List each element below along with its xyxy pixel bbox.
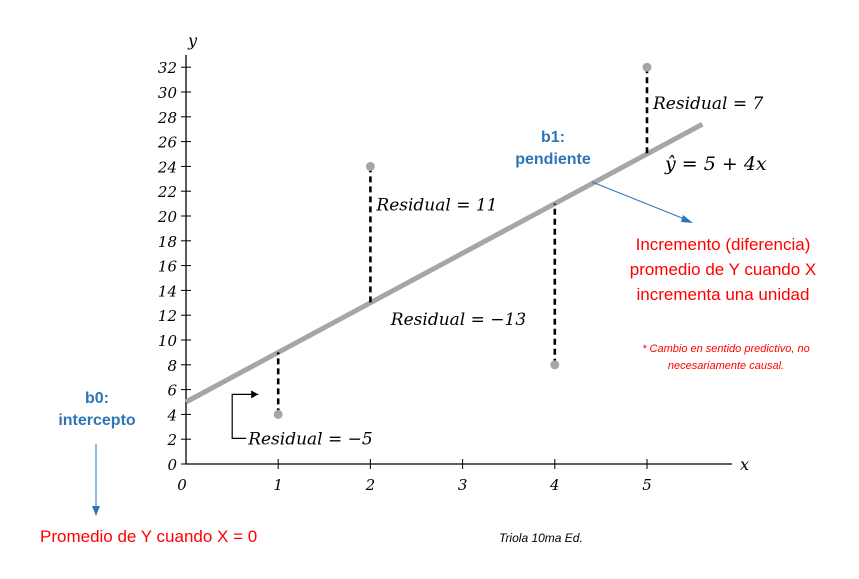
data-point [365, 161, 375, 171]
y-tick-label: 12 [158, 307, 177, 325]
residual-label: Residual = 7 [652, 94, 763, 114]
b1-description-line-1: Incremento (diferencia) [635, 235, 811, 254]
x-tick-label: 0 [177, 476, 187, 494]
data-point [550, 360, 560, 370]
b1-arrow-line [591, 181, 688, 221]
b1-title: b1: [541, 129, 565, 146]
y-tick-label: 14 [158, 282, 177, 300]
y-tick-label: 8 [167, 357, 177, 375]
residual-label: Residual = 11 [375, 195, 497, 215]
y-tick-label: 32 [158, 59, 177, 77]
y-tick-label: 4 [166, 406, 177, 424]
residual-bracket-arrow [251, 390, 259, 399]
x-axis-title: x [740, 455, 749, 474]
y-tick-label: 22 [157, 183, 177, 201]
x-tick-label: 5 [642, 476, 652, 494]
residual-bracket [231, 393, 259, 439]
b1-subtitle: pendiente [515, 151, 591, 168]
x-tick-label: 4 [549, 476, 560, 494]
b1-description-line-2: promedio de Y cuando X [629, 260, 817, 279]
y-tick-label: 28 [157, 109, 177, 127]
y-tick-label: 20 [157, 208, 178, 226]
y-tick-label: 24 [157, 158, 177, 176]
data-point [273, 409, 283, 419]
regression-equation: ŷ = 5 + 4x [664, 153, 767, 175]
x-tick-label: 1 [273, 476, 283, 494]
regression-line [184, 122, 704, 405]
y-tick-label: 6 [167, 382, 177, 400]
y-tick-label: 10 [158, 332, 178, 350]
source-credit: Triola 10ma Ed. [499, 531, 583, 545]
b0-title: b0: [85, 390, 109, 407]
b1-description-line-3: incrementa una unidad [636, 285, 810, 304]
b0-subtitle: intercepto [58, 412, 136, 429]
y-tick-label: 16 [158, 258, 178, 276]
y-tick-label: 18 [158, 233, 177, 251]
y-tick-label: 0 [167, 456, 177, 474]
x-tick-label: 3 [458, 476, 468, 494]
causal-note-line-1: * Cambio en sentido predictivo, no [642, 343, 810, 355]
y-tick-label: 30 [158, 84, 178, 102]
y-tick-label: 26 [157, 134, 178, 152]
residual-label: Residual = −5 [247, 429, 373, 449]
x-tick-label: 2 [365, 476, 376, 494]
residual-label: Residual = −13 [390, 310, 526, 330]
b1-arrow-head [681, 215, 693, 223]
b0-description: Promedio de Y cuando X = 0 [40, 527, 258, 546]
y-tick-label: 2 [166, 431, 177, 449]
y-axis-title: y [187, 31, 198, 50]
causal-note-line-2: necesariamente causal. [667, 360, 785, 372]
b0-arrow-head [92, 506, 100, 516]
data-point [642, 62, 652, 72]
